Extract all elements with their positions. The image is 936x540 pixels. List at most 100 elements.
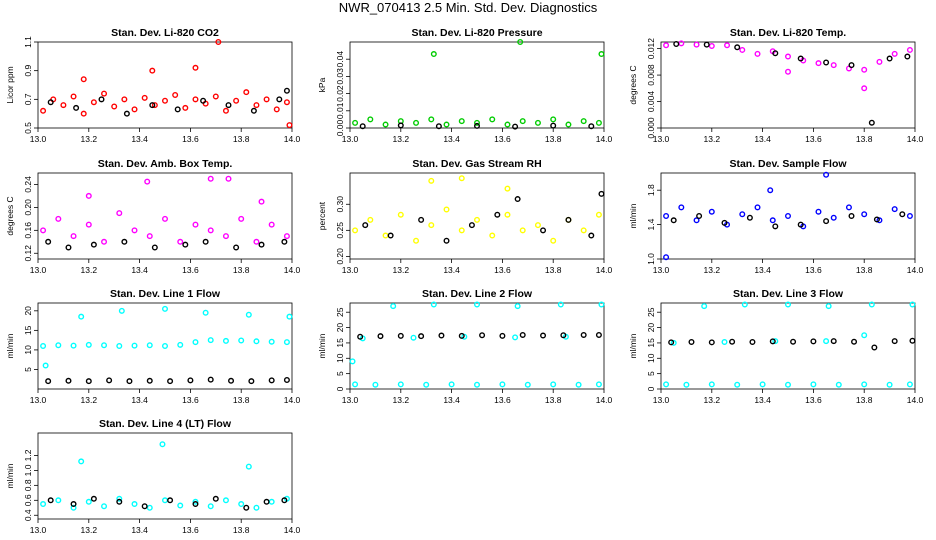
flagged-point [904,53,911,60]
data-point [430,301,437,308]
data-point [891,206,898,213]
data-point [693,41,700,48]
x-tick-label: 14.0 [907,265,924,275]
flagged-point [106,377,113,384]
y-tick-label: 15 [646,338,656,348]
data-point [207,503,214,510]
flagged-point [192,501,199,508]
x-tick-label: 13.0 [342,265,359,275]
flagged-point [708,339,715,346]
data-point [741,301,748,308]
x-tick-label: 13.2 [81,265,98,275]
data-point [40,501,47,508]
data-point [595,211,602,218]
flagged-point [514,196,521,203]
flagged-point [233,244,240,251]
flagged-point [250,107,257,114]
data-point [754,50,761,57]
flagged-point [281,497,288,504]
y-tick-label: 0.000 [646,117,656,139]
data-point [207,175,214,182]
data-point [906,381,913,388]
y-axis-label: Licor ppm [5,66,15,103]
data-point [286,313,293,320]
flagged-point [268,377,275,384]
data-point [349,358,356,365]
flagged-point [357,333,364,340]
data-point [428,177,435,184]
x-tick-label: 13.8 [856,265,873,275]
data-point [238,337,245,344]
y-axis-label: ml/min [5,333,15,358]
x-tick-label: 13.2 [704,395,721,405]
x-tick-label: 13.2 [81,395,98,405]
flagged-point [588,123,595,130]
x-tick-label: 14.0 [596,265,613,275]
data-point [212,93,219,100]
data-point [489,116,496,123]
flagged-point [281,238,288,245]
plot-frame [37,432,293,520]
data-point [785,53,792,60]
data-point [868,301,875,308]
data-point [131,501,138,508]
data-point [390,303,397,310]
x-tick-label: 13.4 [131,395,148,405]
flagged-point [45,238,52,245]
flagged-point [899,211,906,218]
data-point [861,381,868,388]
data-point [823,171,830,178]
panel-4: Stan. Dev. Amb. Box Temp. 13.0 13.2 13.4 13.… [5,158,301,275]
data-point [785,301,792,308]
data-point [825,303,832,310]
flagged-point [359,123,366,130]
data-point [430,51,437,58]
x-tick-label: 13.0 [30,525,47,535]
data-point [458,227,465,234]
data-point [118,307,125,314]
flagged-point [435,123,442,130]
y-tick-label: 1.0 [23,464,33,476]
data-point [683,381,690,388]
data-point [830,62,837,69]
data-point [891,50,898,57]
data-point [663,42,670,49]
data-point [222,233,229,240]
data-point [595,119,602,126]
flagged-point [810,338,817,345]
data-point [40,107,47,114]
plot-frame [660,302,916,390]
y-tick-label: 1.1 [23,36,33,48]
flagged-point [790,338,797,345]
y-tick-label: 0.25 [335,222,345,239]
flagged-point [703,41,710,48]
x-tick-label: 14.0 [284,525,301,535]
data-point [861,85,868,92]
y-tick-label: 20 [23,306,33,316]
data-point [708,42,715,49]
x-tick-label: 13.4 [754,134,771,144]
data-point [144,178,151,185]
y-axis-label: ml/min [317,333,327,358]
data-point [534,222,541,229]
y-tick-label: 20 [335,323,345,333]
data-point [678,40,685,47]
data-point [906,212,913,219]
x-tick-label: 13.6 [805,265,822,275]
data-point [90,99,97,106]
data-point [70,504,77,511]
panel-title: Stan. Dev. Li-820 Pressure [411,27,542,39]
x-tick-label: 13.6 [182,134,199,144]
x-tick-label: 13.6 [494,395,511,405]
data-point [253,338,260,345]
flagged-point [595,331,602,338]
y-tick-label: 0.6 [23,494,33,506]
data-point [861,211,868,218]
data-point [489,232,496,239]
plot-frame [660,41,916,129]
data-point [225,175,232,182]
plot-frame [349,41,605,129]
flagged-point [70,501,77,508]
data-point [443,206,450,213]
panel-title: Stan. Dev. Li-820 Temp. [730,27,846,39]
